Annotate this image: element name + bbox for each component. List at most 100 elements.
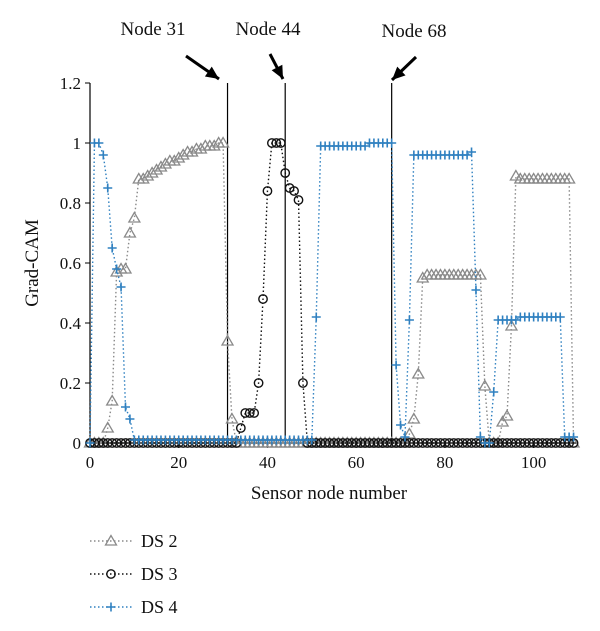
ds4-point [125,414,135,424]
ds4-point [311,312,321,322]
ds2-point [104,534,118,546]
ds2-point [145,166,159,178]
ds2-point [176,148,190,160]
node-marker-lines [226,83,393,443]
y-axis-title: Grad-CAM [22,219,43,307]
ds3-point [293,195,304,205]
ds2-point [109,265,124,277]
x-tick-label: 40 [259,453,276,472]
x-tick-label: 100 [521,453,547,472]
legend-label: DS 2 [141,531,178,551]
legend: DS 2 DS 3 DS 4 [90,531,178,617]
ds4-point [120,402,130,412]
ds4-point [396,420,406,430]
ds2-point [172,151,186,163]
y-tick-label: 0.2 [60,374,81,393]
ds3-point [298,378,308,388]
ds2-point [101,421,115,433]
ds4-point [116,282,126,292]
ds2-point [473,268,488,280]
ds3-point [280,168,291,178]
y-tick-label: 0.8 [60,194,81,213]
series-line [90,142,575,444]
ds2-point [504,319,519,331]
ds2-point [407,412,421,424]
ds3-point [253,378,264,388]
ds4-point [467,147,477,157]
ds3-point [289,186,299,196]
y-tick-label: 0.4 [60,314,82,333]
ds3-point [244,408,255,418]
node-annotation-label: Node 44 [236,19,301,40]
ds4-point [94,138,104,148]
series-line [89,142,574,444]
axes: 0 0.2 0.4 0.6 0.8 1 1.2 0 20 40 60 80 100 Sensor node… [22,74,578,504]
ds4-point [404,315,414,325]
ds2-point [127,211,141,223]
ds3-point [235,423,246,433]
ds3-point [106,569,116,579]
ds4-point [103,183,113,193]
node-annotation-label: Node 31 [121,19,186,40]
x-tick-label: 20 [170,453,187,472]
series-ds-3 [85,138,579,448]
ds2-point [402,427,417,439]
ds3-point [258,294,268,304]
series-line [90,142,574,444]
ds2-point [118,262,133,274]
ds2-point [149,163,164,175]
node-annotation-label: Node 68 [382,21,447,42]
arrow-head-icon [392,66,406,80]
legend-label: DS 3 [141,564,178,584]
ds2-point [158,157,173,169]
ds2-point [105,394,119,406]
ds2-point [500,409,514,421]
ds2-point [154,160,168,172]
x-tick-label: 80 [436,453,453,472]
ds2-point [562,172,576,184]
ds4-point [387,138,397,148]
series-ds-2 [83,136,581,448]
ds4-point [400,432,410,442]
y-tick-label: 1.2 [60,74,81,93]
ds3-point [249,408,260,418]
ds4-point [106,602,116,612]
ds2-point [185,145,199,157]
ds4-point [484,438,494,448]
ds3-point [275,138,286,148]
x-axis-title: Sensor node number [251,483,408,504]
series-ds-4 [85,138,579,448]
ds3-point [271,138,282,148]
ds2-point [167,154,181,166]
ds4-point [85,438,95,448]
y-tick-label: 0 [73,434,82,453]
y-tick-label: 1 [73,134,82,153]
ds2-point [416,271,430,283]
ds4-point [475,432,485,442]
ds2-point [216,136,230,148]
ds2-point [207,139,221,151]
ds2-point [411,367,425,379]
ds4-point [489,387,499,397]
ds2-point [123,226,137,238]
legend-label: DS 4 [141,597,178,617]
ds2-point [220,334,235,346]
ds4-point [471,285,481,295]
x-tick-label: 0 [86,453,95,472]
x-tick-label: 60 [348,453,365,472]
ds4-point [307,435,317,445]
ds4-point [112,264,122,274]
ds4-point [391,360,401,370]
ds3-point [262,186,273,196]
node-annotations: Node 31 Node 44 Node 68 [121,19,447,82]
plot-series [83,136,581,448]
ds2-point [136,172,150,184]
ds4-point [107,243,117,253]
arrow-head-icon [271,64,283,79]
arrow-head-icon [204,66,219,79]
ds2-point [478,379,492,391]
ds4-point [555,312,565,322]
y-tick-label: 0.6 [60,254,81,273]
ds4-point [98,150,108,160]
